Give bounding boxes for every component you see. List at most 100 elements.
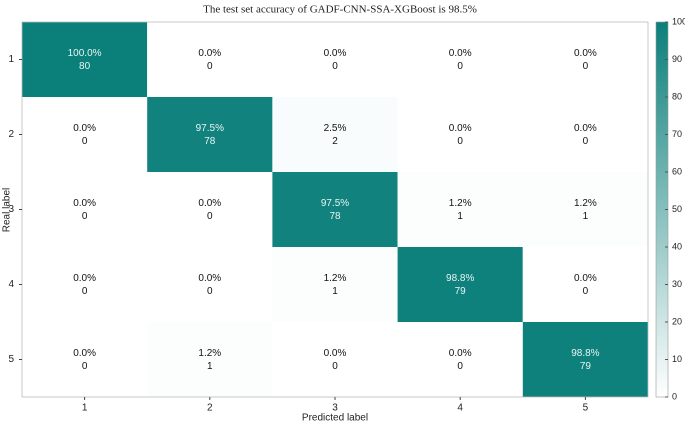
cell-count: 0 — [207, 286, 213, 297]
colorbar-tick-label: 80 — [672, 91, 682, 101]
cell-percent: 97.5% — [196, 123, 224, 134]
cell — [522, 322, 648, 397]
cell — [147, 97, 273, 172]
cell — [147, 172, 273, 247]
cell — [397, 247, 523, 322]
cell-count: 0 — [82, 361, 88, 372]
cell-count: 0 — [82, 211, 88, 222]
cell-count: 1 — [583, 211, 589, 222]
cell-percent: 98.8% — [571, 348, 599, 359]
cell-count: 80 — [79, 61, 91, 72]
cell — [397, 172, 523, 247]
x-axis-label: Predicted label — [302, 413, 368, 424]
cell — [272, 22, 398, 97]
cell-percent: 97.5% — [321, 198, 349, 209]
cell-count: 1 — [332, 286, 338, 297]
x-tick-label: 3 — [332, 403, 338, 414]
cell-percent: 100.0% — [68, 48, 102, 59]
cell-percent: 0.0% — [198, 48, 221, 59]
cell-count: 78 — [329, 211, 341, 222]
cell-percent: 1.2% — [449, 198, 472, 209]
cell — [22, 172, 148, 247]
y-tick-label: 4 — [8, 279, 14, 290]
colorbar-tick-label: 70 — [672, 129, 682, 139]
cell-percent: 0.0% — [324, 48, 347, 59]
cell-count: 0 — [332, 361, 338, 372]
cell-count: 0 — [583, 61, 589, 72]
cell — [522, 172, 648, 247]
cell-count: 0 — [207, 211, 213, 222]
x-tick-label: 2 — [207, 403, 213, 414]
cell — [522, 22, 648, 97]
colorbar-tick-label: 90 — [672, 54, 682, 64]
cell-percent: 0.0% — [574, 48, 597, 59]
cell-percent: 98.8% — [446, 273, 474, 284]
cell-percent: 1.2% — [574, 198, 597, 209]
cell-percent: 0.0% — [449, 348, 472, 359]
cell-percent: 1.2% — [198, 348, 221, 359]
y-tick-label: 1 — [8, 54, 14, 65]
x-tick-label: 5 — [583, 403, 589, 414]
cell-count: 0 — [583, 136, 589, 147]
cell-count: 78 — [204, 136, 216, 147]
cell-count: 79 — [580, 361, 592, 372]
x-tick-label: 4 — [457, 403, 463, 414]
cell-count: 0 — [457, 61, 463, 72]
colorbar-tick-label: 100 — [672, 16, 685, 26]
y-tick-label: 5 — [8, 354, 14, 365]
colorbar-tick-label: 20 — [672, 316, 682, 326]
cell — [397, 97, 523, 172]
colorbar-tick-label: 30 — [672, 279, 682, 289]
cell-count: 0 — [82, 286, 88, 297]
cell-percent: 0.0% — [198, 273, 221, 284]
colorbar-tick-label: 10 — [672, 354, 682, 364]
cell — [147, 22, 273, 97]
cell-percent: 0.0% — [198, 198, 221, 209]
cell-count: 0 — [332, 61, 338, 72]
cell — [522, 247, 648, 322]
cell-percent: 0.0% — [449, 48, 472, 59]
cell — [272, 172, 398, 247]
colorbar-tick-label: 40 — [672, 241, 682, 251]
cell-percent: 0.0% — [574, 273, 597, 284]
cell-count: 0 — [457, 361, 463, 372]
cell — [22, 97, 148, 172]
cell — [22, 247, 148, 322]
cell-percent: 0.0% — [574, 123, 597, 134]
cell-count: 1 — [457, 211, 463, 222]
cell-count: 0 — [457, 136, 463, 147]
cell-count: 2 — [332, 136, 338, 147]
y-tick-label: 3 — [8, 204, 14, 215]
cell-count: 0 — [207, 61, 213, 72]
cell-count: 0 — [82, 136, 88, 147]
cell-percent: 0.0% — [449, 123, 472, 134]
y-tick-label: 2 — [8, 129, 14, 140]
cell-count: 79 — [455, 286, 467, 297]
colorbar-tick-label: 60 — [672, 166, 682, 176]
cell — [272, 97, 398, 172]
y-axis-label: Real label — [2, 188, 13, 232]
cell — [272, 247, 398, 322]
cell — [147, 322, 273, 397]
cell — [397, 322, 523, 397]
cell — [397, 22, 523, 97]
x-tick-label: 1 — [82, 403, 88, 414]
cell — [147, 247, 273, 322]
chart-title: The test set accuracy of GADF-CNN-SSA-XG… — [203, 4, 477, 16]
cell — [272, 322, 398, 397]
cell-percent: 0.0% — [73, 348, 96, 359]
cell-percent: 0.0% — [73, 198, 96, 209]
colorbar-tick-label: 50 — [672, 204, 682, 214]
cell-percent: 0.0% — [73, 273, 96, 284]
cell-percent: 2.5% — [324, 123, 347, 134]
cell-percent: 0.0% — [73, 123, 96, 134]
cell — [522, 97, 648, 172]
cell-percent: 1.2% — [324, 273, 347, 284]
cell-count: 1 — [207, 361, 213, 372]
cell-percent: 0.0% — [324, 348, 347, 359]
cell — [22, 22, 148, 97]
cell — [22, 322, 148, 397]
colorbar-tick-label: 0 — [672, 391, 677, 401]
cell-count: 0 — [583, 286, 589, 297]
